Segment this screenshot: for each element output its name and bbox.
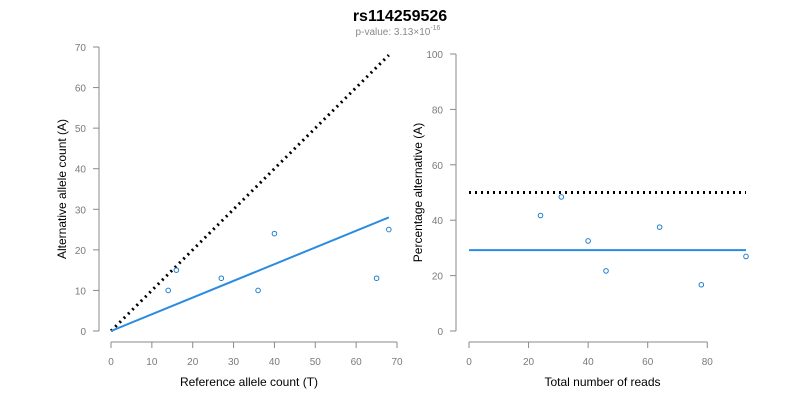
fit-line [110, 216, 390, 332]
x-axis-label: Total number of reads [544, 375, 660, 389]
y-tick-label: 0 [437, 327, 443, 338]
y-tick-label: 20 [432, 272, 444, 283]
y-axis-label: Percentage alternative (A) [411, 123, 425, 262]
x-tick-label: 40 [583, 357, 595, 368]
y-tick-label: 50 [75, 124, 87, 135]
x-tick-label: 30 [228, 357, 240, 368]
y-tick-label: 40 [432, 216, 444, 227]
y-tick-label: 10 [75, 286, 87, 297]
y-tick-label: 20 [75, 246, 87, 257]
y-tick-label: 0 [80, 327, 86, 338]
data-point [373, 275, 380, 282]
data-point [558, 194, 565, 200]
chart-title: rs114259526 [353, 8, 447, 25]
data-point [656, 224, 663, 230]
subtitle-exponent: -16 [430, 25, 440, 32]
data-point [218, 275, 225, 282]
y-tick-label: 40 [75, 165, 87, 176]
plot-panel-1: 0 10 20 30 40 50 60 70 0 10 20 30 40 50 60 70 Reference … [55, 43, 403, 389]
chart-subtitle: p-value: 3.13×10-16 [356, 25, 441, 38]
reference-dotted-line [109, 54, 390, 333]
data-point [271, 230, 278, 237]
y-tick-label: 30 [75, 205, 87, 216]
y-tick-label: 60 [75, 84, 87, 95]
x-tick-label: 60 [351, 357, 363, 368]
x-tick-label: 50 [310, 357, 322, 368]
data-point [165, 287, 171, 294]
subtitle-pvalue: p-value: 3.13×10 [356, 27, 431, 38]
y-axis-label: Alternative allele count (A) [55, 119, 69, 259]
y-tick-label: 60 [432, 161, 444, 172]
x-axis-label: Reference allele count (T) [180, 375, 318, 389]
data-point [173, 267, 180, 273]
data-point [255, 287, 261, 294]
data-point [698, 281, 705, 288]
x-tick-label: 20 [523, 357, 535, 368]
x-tick-label: 70 [391, 357, 403, 368]
x-tick-label: 60 [642, 357, 654, 368]
data-point [743, 253, 749, 260]
x-tick-label: 0 [108, 357, 114, 368]
x-tick-label: 10 [146, 357, 158, 368]
data-point [537, 212, 544, 219]
data-point [603, 268, 609, 274]
plot-panel-2: 0 20 40 60 80 0 20 40 60 80 100 Total number of rea… [411, 50, 749, 389]
plots-group: 0 10 20 30 40 50 60 70 0 10 20 30 40 50 60 70 Reference … [55, 43, 749, 389]
y-tick-label: 100 [426, 50, 443, 61]
x-tick-label: 80 [702, 357, 714, 368]
y-tick-label: 70 [75, 43, 87, 54]
y-tick-label: 80 [432, 105, 444, 116]
x-tick-label: 40 [269, 357, 281, 368]
x-tick-label: 0 [466, 357, 472, 368]
x-tick-label: 20 [187, 357, 199, 368]
data-point [386, 226, 392, 233]
data-point [585, 238, 591, 244]
